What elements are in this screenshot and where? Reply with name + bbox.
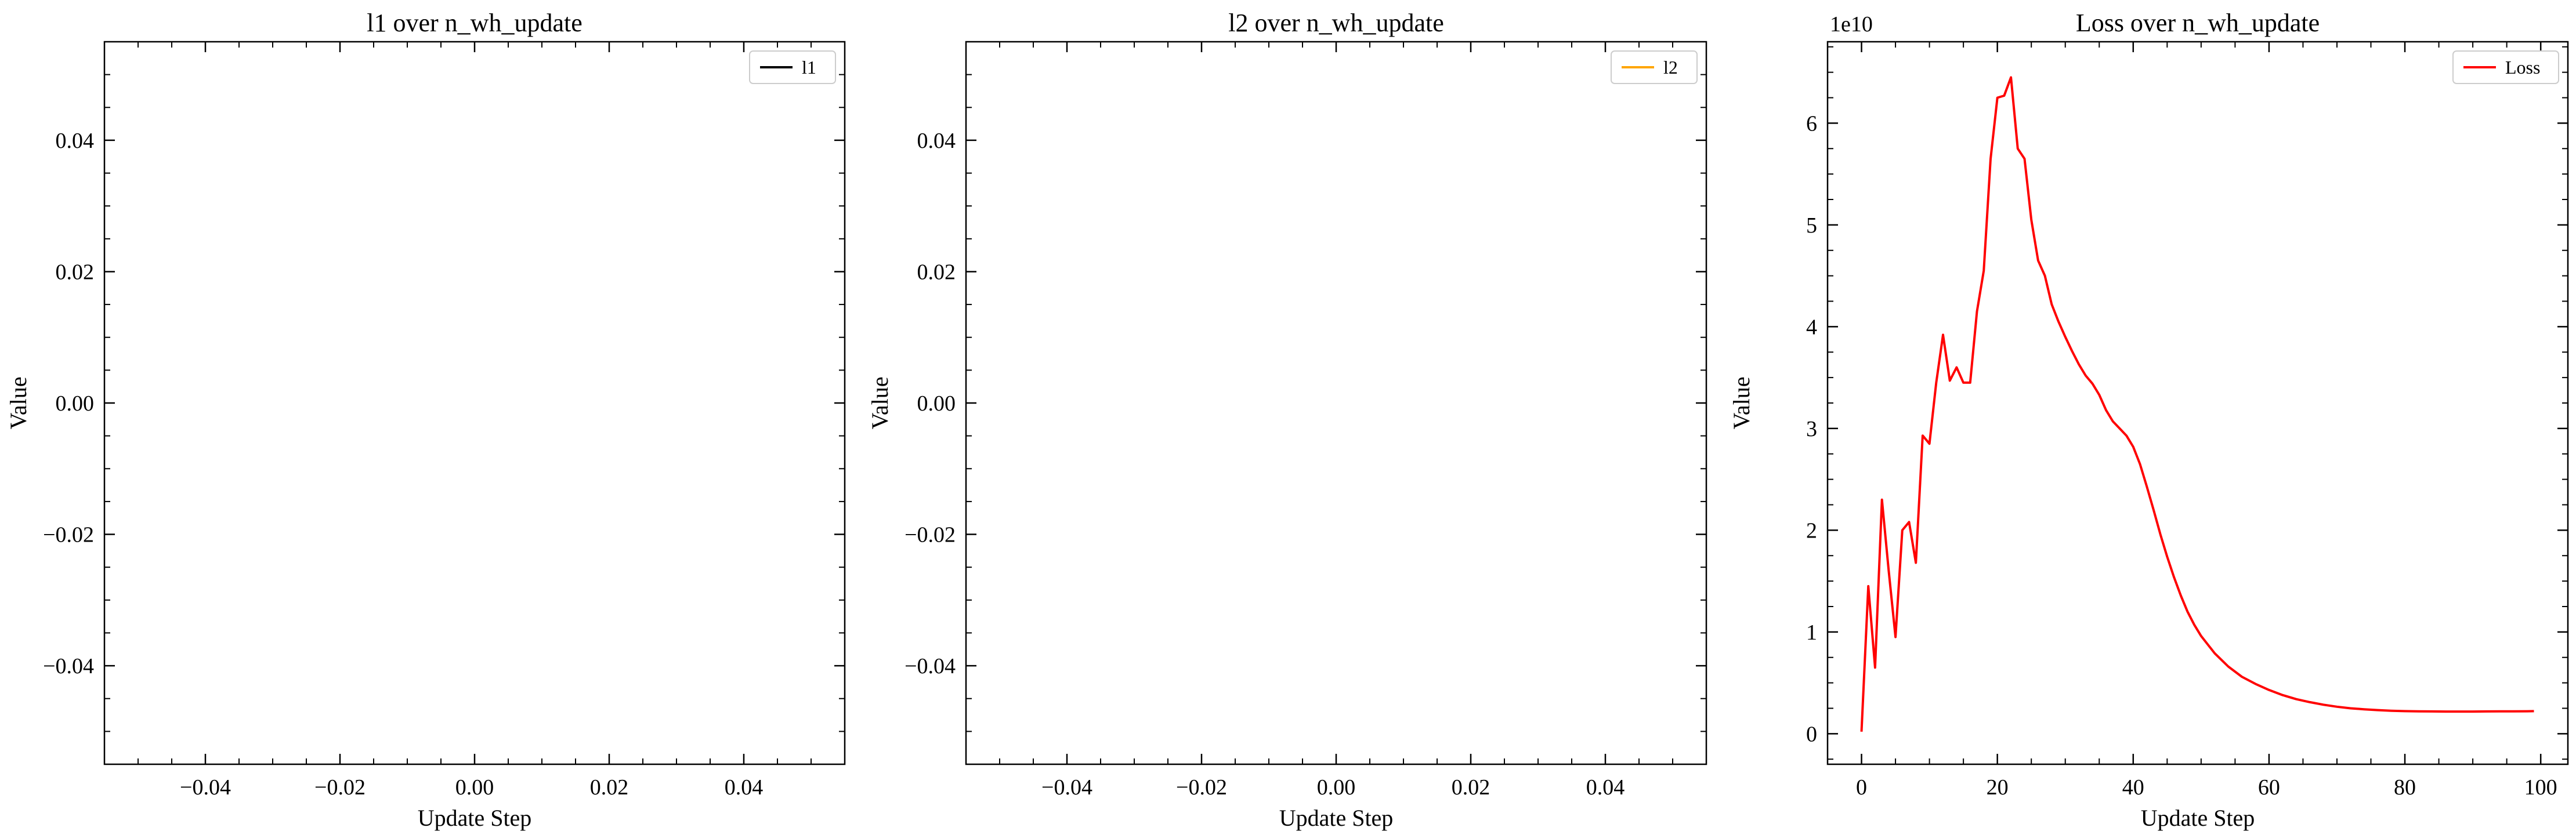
- chart-title: Loss over n_wh_update: [2076, 9, 2320, 37]
- ticks: −0.04 −0.02 0.00 0.02 0.04 −0.04 −0.02 0.00 0.02…: [905, 41, 1707, 800]
- y-axis-label: Value: [867, 376, 893, 429]
- y-tick-label: 5: [1806, 213, 1817, 238]
- x-tick-label: −0.02: [314, 775, 366, 800]
- legend: Loss: [2452, 50, 2559, 84]
- plot-area: [1860, 76, 2534, 732]
- y-tick-label: 0.02: [56, 260, 95, 284]
- y-tick-label: −0.02: [43, 523, 94, 547]
- y-tick-label: 0.04: [917, 129, 956, 153]
- x-tick-label: −0.02: [1176, 775, 1227, 800]
- y-tick-label: −0.04: [905, 654, 956, 678]
- x-tick-label: 0.00: [455, 775, 494, 800]
- legend: l1: [749, 50, 836, 84]
- legend-label: l2: [1663, 57, 1678, 78]
- chart-panel-loss: Loss over n_wh_update Update Step Value …: [1728, 9, 2569, 831]
- axes-frame: [103, 41, 846, 765]
- x-tick-label: 100: [2524, 775, 2557, 800]
- x-tick-label: 60: [2258, 775, 2280, 800]
- y-tick-label: 3: [1806, 417, 1817, 441]
- x-tick-label: 0.04: [725, 775, 764, 800]
- legend: l2: [1611, 50, 1698, 84]
- x-axis-label: Update Step: [2141, 805, 2255, 831]
- y-tick-label: 6: [1806, 111, 1817, 136]
- y-tick-label: 2: [1806, 518, 1817, 543]
- x-tick-label: 0.00: [1317, 775, 1356, 800]
- y-tick-label: −0.04: [43, 654, 94, 678]
- y-tick-label: −0.02: [905, 523, 956, 547]
- legend-label: l1: [802, 57, 816, 78]
- x-tick-label: 20: [1987, 775, 2009, 800]
- chart-panel-l2: l2 over n_wh_update Update Step Value −0…: [867, 9, 1707, 831]
- x-tick-label: 0.02: [1452, 775, 1490, 800]
- y-tick-label: 0.04: [56, 129, 95, 153]
- chart-panel-l1: l1 over n_wh_update Update Step Value −0…: [5, 9, 846, 831]
- ticks: −0.04 −0.02 0.00 0.02 0.04 −0.04 −0.02 0.00 0.02…: [43, 41, 845, 800]
- x-axis-label: Update Step: [418, 805, 532, 831]
- chart-title: l2 over n_wh_update: [1228, 9, 1443, 37]
- y-tick-label: 0.00: [917, 391, 956, 416]
- x-axis-label: Update Step: [1279, 805, 1394, 831]
- axes-frame: [1826, 41, 2569, 765]
- axes-frame: [965, 41, 1707, 765]
- ticks: 0 20 40 60 80 100 0 1 2 3 4 5 6: [1806, 42, 2568, 800]
- y-axis-label: Value: [1728, 376, 1754, 429]
- y-offset-text: 1e10: [1830, 12, 1873, 37]
- x-tick-label: 40: [2122, 775, 2144, 800]
- y-tick-label: 0.02: [917, 260, 956, 284]
- x-tick-label: 0.04: [1586, 775, 1625, 800]
- x-tick-label: 0.02: [590, 775, 629, 800]
- series-line-loss: [1860, 76, 2534, 732]
- chart-title: l1 over n_wh_update: [367, 9, 582, 37]
- x-tick-label: −0.04: [1041, 775, 1092, 800]
- x-tick-label: −0.04: [180, 775, 231, 800]
- y-tick-label: 0: [1806, 722, 1817, 746]
- y-tick-label: 4: [1806, 315, 1817, 339]
- y-axis-label: Value: [5, 376, 31, 429]
- legend-box: [2452, 50, 2559, 84]
- x-tick-label: 0: [1856, 775, 1867, 800]
- legend-label: Loss: [2505, 57, 2540, 78]
- y-tick-label: 0.00: [56, 391, 95, 416]
- x-tick-label: 80: [2394, 775, 2416, 800]
- y-tick-label: 1: [1806, 620, 1817, 645]
